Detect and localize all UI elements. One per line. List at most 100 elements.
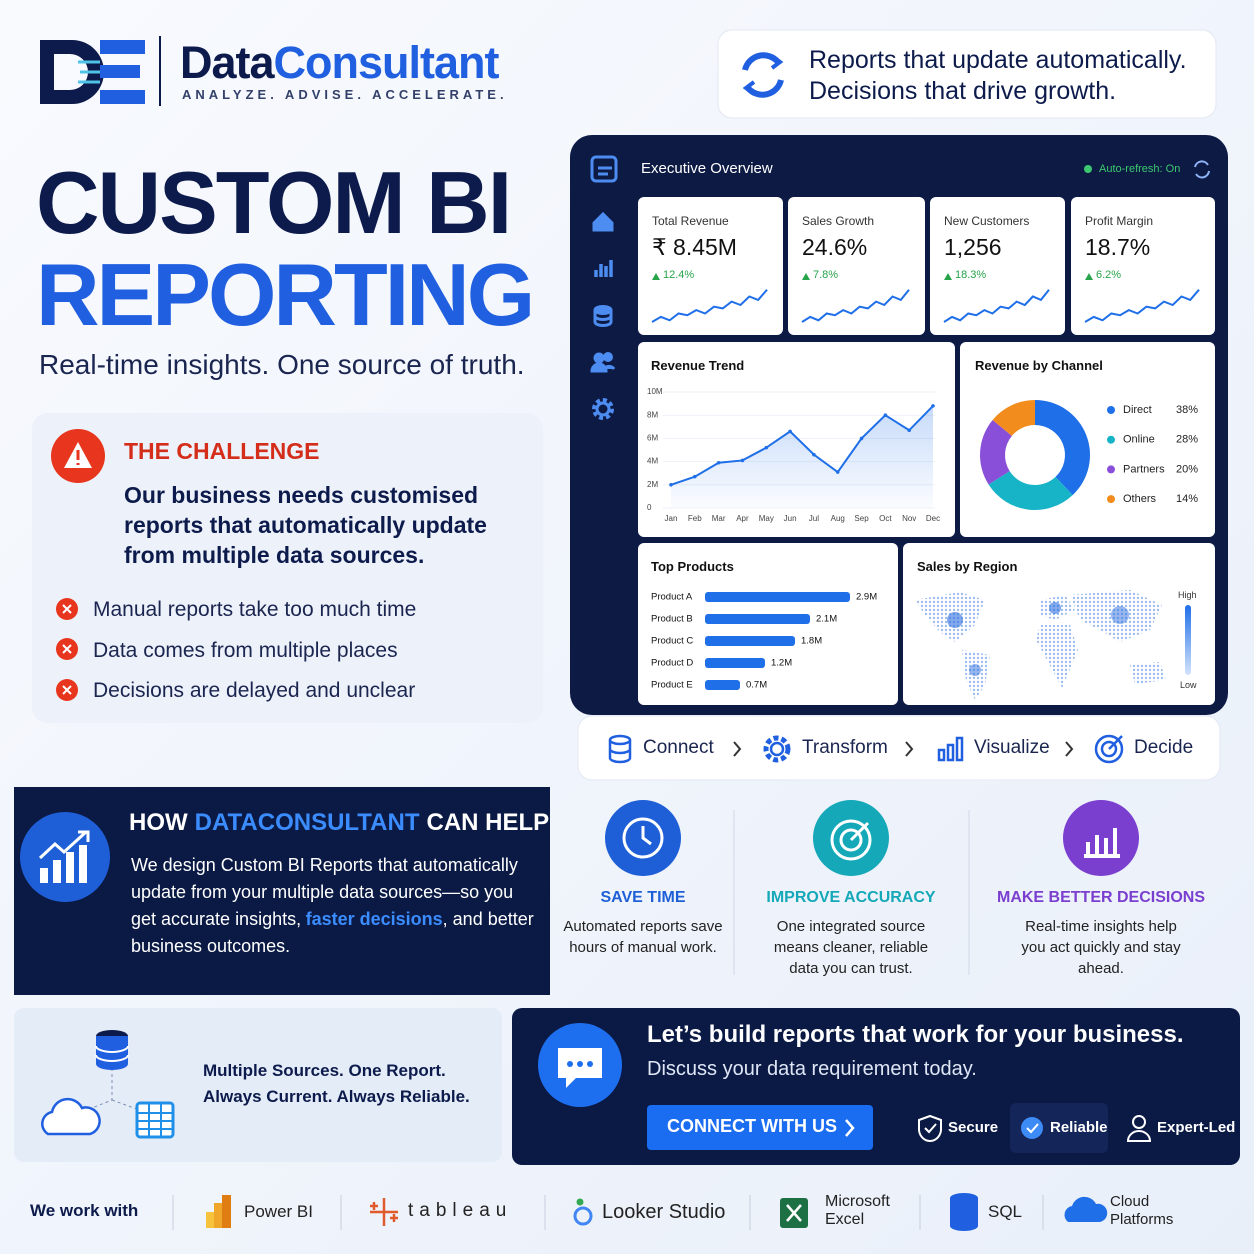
sources-box — [14, 1008, 502, 1162]
y-tick-label: 6M — [647, 434, 658, 443]
pipeline-step: Decide — [1134, 737, 1194, 758]
decoration — [1132, 1115, 1146, 1129]
value-label: 2.1M — [816, 614, 837, 625]
legend-label: Online — [1123, 434, 1155, 446]
kpi-card — [1071, 197, 1215, 335]
partner: Cloud Platforms — [1110, 1193, 1174, 1228]
refresh-status: Auto-refresh: On — [1099, 163, 1181, 175]
kpi-value: 18.7% — [1085, 234, 1151, 260]
help-heading: HOW DATACONSULTANT CAN HELP — [129, 809, 549, 838]
badge-icons — [917, 1114, 1152, 1143]
challenge-point: Decisions are delayed and unclear — [93, 679, 416, 702]
challenge-statement: Our business needs customised reports th… — [124, 482, 487, 568]
kpi-label: Total Revenue — [652, 214, 729, 228]
benefit-icons — [605, 800, 1139, 975]
decoration — [593, 310, 613, 327]
value-label: 1.8M — [801, 636, 822, 647]
dashboard-title: Executive Overview — [641, 160, 773, 177]
decoration — [1100, 740, 1118, 758]
banner-text: Reports that update automatically. — [809, 46, 1187, 74]
decoration — [222, 1195, 231, 1228]
benefit-title: IMPROVE ACCURACY — [766, 889, 936, 906]
decoration — [214, 1203, 222, 1228]
x-tick-label: Dec — [926, 514, 940, 523]
benefit-text: One integrated source means cleaner, rel… — [773, 918, 929, 977]
brand-name-1: Data — [180, 37, 275, 88]
kpi-value: ₹ 8.45M — [652, 234, 737, 260]
benefit-text: Real-time insights help you act quickly … — [1021, 918, 1181, 977]
y-tick-label: Product B — [651, 614, 693, 625]
decoration — [41, 1097, 101, 1136]
decoration — [641, 826, 652, 846]
decoration — [770, 54, 784, 70]
refresh-icon — [742, 52, 784, 98]
decoration — [1063, 800, 1139, 876]
world-map — [915, 590, 1191, 700]
decoration — [950, 1221, 978, 1231]
legend-dot — [1107, 495, 1115, 504]
point — [835, 470, 840, 474]
x-tick-label: Aug — [831, 514, 845, 523]
y-tick-label: 8M — [647, 410, 658, 419]
partner: Microsoft Excel — [825, 1193, 890, 1228]
sources-text: Multiple Sources. One Report. — [203, 1061, 446, 1080]
decoration — [1195, 170, 1210, 179]
pie-slice — [992, 400, 1035, 436]
benefit-title: MAKE BETTER DECISIONS — [996, 889, 1205, 906]
help-body: We design Custom BI Reports that automat… — [131, 852, 536, 960]
kpi-card — [788, 197, 925, 335]
decoration — [1194, 160, 1210, 179]
pie-slice — [988, 471, 1073, 511]
decoration — [1094, 734, 1124, 764]
banner-text: Decisions that drive growth. — [809, 77, 1117, 105]
decoration — [603, 352, 613, 362]
y-tick-label: Product A — [651, 592, 693, 603]
up-arrow — [652, 273, 660, 280]
brand-name-2: Consultant — [273, 37, 500, 88]
kpi-label: Profit Margin — [1085, 214, 1154, 228]
decoration — [40, 40, 104, 104]
badge: Reliable — [1050, 1119, 1108, 1136]
challenge-point: Data comes from multiple places — [93, 638, 398, 662]
partner: tableau — [408, 1200, 513, 1221]
body-text: , and better business outcomes. — [131, 909, 534, 956]
decoration — [1185, 605, 1191, 675]
x-tick-label: Oct — [879, 514, 892, 523]
decoration — [786, 1204, 802, 1222]
decoration — [845, 1119, 855, 1137]
logo — [40, 36, 161, 106]
decoration — [206, 1212, 214, 1228]
decoration — [969, 664, 981, 676]
point — [883, 413, 888, 418]
sparkline — [943, 289, 1050, 323]
sparkline — [1084, 289, 1200, 323]
cta-button-label[interactable]: CONNECT WITH US — [667, 1116, 837, 1136]
value-label: 0.7M — [746, 680, 767, 691]
cta-subheading: Discuss your data requirement today. — [647, 1058, 977, 1080]
x-tick-label: Apr — [736, 514, 749, 523]
decoration — [1026, 1123, 1039, 1134]
tagline: ANALYZE. ADVISE. ACCELERATE. — [182, 87, 508, 102]
point — [740, 458, 745, 463]
heading-part: CAN HELP — [426, 809, 550, 836]
legend-dot — [1107, 435, 1115, 444]
decoration — [947, 612, 963, 628]
decoration — [1021, 1117, 1043, 1139]
decoration — [1084, 828, 1120, 858]
value-label: 2.9M — [856, 592, 877, 603]
pipeline-step: Visualize — [974, 737, 1050, 758]
kpi-label: New Customers — [944, 214, 1030, 228]
decoration — [1111, 606, 1129, 624]
kpi-change: 7.8% — [813, 269, 839, 281]
y-tick-label: Product E — [651, 680, 693, 691]
x-tick-label: Mar — [712, 514, 726, 523]
kpi-change: 6.2% — [1096, 269, 1122, 281]
legend-label: Others — [1123, 493, 1157, 505]
legend-label: Partners — [1123, 463, 1165, 475]
decoration — [593, 305, 613, 315]
bar — [705, 680, 740, 690]
legend-label: High — [1178, 590, 1197, 600]
cta-button[interactable] — [647, 1105, 873, 1150]
decoration — [592, 398, 614, 420]
decoration — [573, 1206, 593, 1226]
